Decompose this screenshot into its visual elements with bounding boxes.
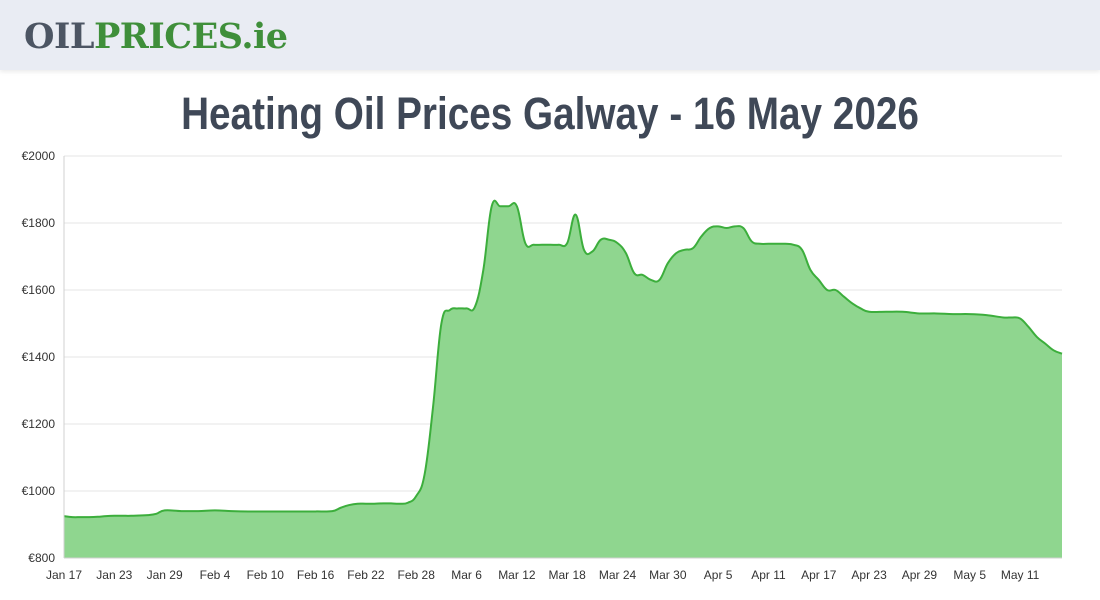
logo-text-oil: OIL bbox=[24, 16, 94, 57]
site-logo[interactable]: OILPRICES.ie bbox=[24, 15, 288, 59]
x-tick-label: Feb 4 bbox=[200, 568, 231, 582]
chart-area bbox=[63, 199, 1063, 558]
y-axis-labels: €800 €1000 €1200 €1400 €1600 €1800 €2000 bbox=[22, 149, 56, 565]
x-axis-labels: Jan 17 Jan 23 Jan 29 Feb 4 Feb 10 Feb 16 Feb 2… bbox=[46, 568, 1040, 582]
x-tick-label: Mar 6 bbox=[451, 568, 482, 582]
x-tick-label: Mar 18 bbox=[549, 568, 587, 582]
x-tick-label: Mar 24 bbox=[599, 568, 637, 582]
price-line bbox=[63, 199, 1063, 519]
price-area-fill bbox=[64, 200, 1062, 558]
x-tick-label: Feb 16 bbox=[297, 568, 335, 582]
x-tick-label: Apr 17 bbox=[801, 568, 837, 582]
page-title: Heating Oil Prices Galway - 16 May 2026 bbox=[181, 88, 919, 139]
x-tick-label: Jan 17 bbox=[46, 568, 82, 582]
logo-text-domain: .ie bbox=[241, 16, 288, 57]
x-tick-label: Jan 23 bbox=[96, 568, 132, 582]
x-tick-label: Apr 29 bbox=[902, 568, 938, 582]
y-tick-label: €2000 bbox=[22, 149, 56, 163]
x-tick-label: May 5 bbox=[953, 568, 986, 582]
x-tick-label: Mar 30 bbox=[649, 568, 687, 582]
y-tick-label: €1000 bbox=[22, 484, 56, 498]
x-tick-label: Feb 10 bbox=[247, 568, 285, 582]
x-tick-label: May 11 bbox=[1001, 568, 1040, 582]
y-tick-label: €1400 bbox=[22, 350, 56, 364]
chart-axes bbox=[63, 156, 1062, 559]
x-tick-label: Mar 12 bbox=[498, 568, 536, 582]
y-tick-label: €1200 bbox=[22, 417, 56, 431]
logo-text-prices: PRICES bbox=[93, 16, 242, 57]
x-tick-label: Apr 5 bbox=[704, 568, 733, 582]
x-tick-label: Jan 29 bbox=[147, 568, 183, 582]
site-header: OILPRICES.ie bbox=[0, 0, 1100, 70]
y-tick-label: €1800 bbox=[22, 216, 56, 230]
x-tick-label: Apr 23 bbox=[851, 568, 887, 582]
x-tick-label: Apr 11 bbox=[751, 568, 786, 582]
x-tick-label: Feb 22 bbox=[347, 568, 385, 582]
x-tick-label: Feb 28 bbox=[398, 568, 436, 582]
y-tick-label: €1600 bbox=[22, 283, 56, 297]
y-tick-label: €800 bbox=[28, 551, 55, 565]
